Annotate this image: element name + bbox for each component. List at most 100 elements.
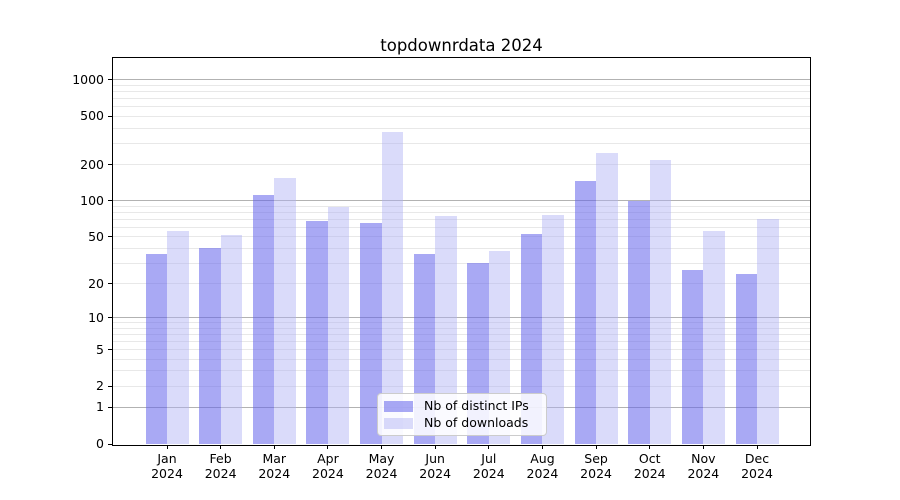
bar-distinct-ips-apr — [306, 220, 328, 444]
gridline-minor — [113, 91, 810, 93]
bar-downloads-feb — [220, 234, 243, 444]
bar-downloads-sep — [596, 152, 618, 444]
x-tick-label: Jul 2024 — [457, 451, 521, 481]
gridline-minor — [113, 218, 810, 220]
x-tick-year: 2024 — [204, 466, 237, 481]
x-tick — [327, 445, 329, 449]
x-tick-year: 2024 — [472, 466, 505, 481]
legend-label-downloads: Nb of downloads — [424, 415, 529, 430]
bar-downloads-aug — [542, 215, 564, 444]
x-tick-year: 2024 — [741, 466, 773, 481]
x-tick-label: Mar 2024 — [242, 451, 306, 481]
gridline-minor — [113, 333, 810, 335]
x-tick-year: 2024 — [526, 466, 559, 481]
x-tick-month: Apr — [317, 451, 339, 466]
y-tick — [108, 349, 112, 351]
y-tick-label: 1 — [96, 399, 104, 415]
x-tick-month: Nov — [691, 451, 716, 466]
bar-downloads-nov — [703, 230, 725, 444]
x-tick — [488, 445, 490, 449]
x-tick-label: Dec 2024 — [725, 451, 789, 481]
gridline-major — [113, 200, 810, 202]
gridline-minor — [113, 127, 810, 129]
gridline-minor — [113, 385, 810, 387]
bar-distinct-ips-feb — [199, 248, 221, 444]
gridline-minor — [113, 98, 810, 100]
gridline-major — [113, 79, 810, 81]
bar-distinct-ips-aug — [520, 233, 543, 444]
bar-downloads-apr — [327, 207, 350, 444]
x-tick — [220, 445, 222, 449]
bar-distinct-ips-dec — [735, 274, 757, 444]
y-tick-label: 10 — [88, 309, 104, 325]
x-tick-year: 2024 — [365, 466, 398, 481]
x-tick-label: Sep 2024 — [564, 451, 628, 481]
bar-downloads-dec — [757, 218, 779, 444]
x-tick-month: Jan — [157, 451, 177, 466]
legend: Nb of distinct IPs Nb of downloads — [377, 393, 547, 436]
legend-entry-downloads: Nb of downloads — [384, 415, 538, 431]
bar-distinct-ips-sep — [574, 181, 597, 444]
x-tick-year: 2024 — [580, 466, 612, 481]
y-tick-label: 200 — [80, 156, 104, 172]
bar-distinct-ips-nov — [681, 270, 704, 444]
y-tick — [108, 283, 112, 285]
y-tick-label: 500 — [80, 108, 104, 124]
gridline-minor — [113, 358, 810, 360]
gridline-minor — [113, 164, 810, 166]
y-tick-label: 0 — [96, 436, 104, 451]
x-tick — [434, 445, 436, 449]
gridline-minor — [113, 226, 810, 228]
x-tick-label: Feb 2024 — [189, 451, 253, 481]
legend-swatch-downloads — [384, 417, 413, 429]
y-tick — [108, 236, 112, 238]
gridline-minor — [113, 236, 810, 238]
x-tick — [166, 445, 168, 449]
legend-label-distinct-ips: Nb of distinct IPs — [424, 398, 529, 413]
gridline-minor — [113, 340, 810, 342]
x-tick-label: Jan 2024 — [135, 451, 199, 481]
gridline-minor — [113, 349, 810, 351]
gridline-minor — [113, 370, 810, 372]
x-tick — [273, 445, 275, 449]
y-tick — [108, 79, 112, 81]
x-tick-month: Dec — [744, 451, 770, 466]
y-tick — [108, 443, 112, 445]
x-tick — [595, 445, 597, 449]
bar-downloads-jun — [435, 215, 457, 444]
x-tick-label: Aug 2024 — [510, 451, 574, 481]
legend-swatch-distinct-ips — [384, 400, 413, 412]
bar-distinct-ips-mar — [252, 194, 275, 444]
x-tick — [756, 445, 758, 449]
y-tick — [108, 317, 112, 319]
y-tick — [108, 200, 112, 202]
y-tick-label: 1000 — [72, 71, 104, 87]
x-tick-month: Jul — [481, 451, 497, 466]
y-tick-label: 100 — [80, 192, 104, 208]
gridline-minor — [113, 142, 810, 144]
x-tick-year: 2024 — [687, 466, 720, 481]
x-tick-month: May — [368, 451, 395, 466]
x-tick-label: Oct 2024 — [618, 451, 682, 481]
x-tick — [541, 445, 543, 449]
y-tick — [108, 164, 112, 166]
gridline-minor — [113, 211, 810, 213]
bar-distinct-ips-oct — [628, 200, 650, 444]
gridline-minor — [113, 327, 810, 329]
x-tick-month: Mar — [262, 451, 287, 466]
gridline-minor — [113, 106, 810, 108]
x-tick-year: 2024 — [419, 466, 452, 481]
gridline-minor — [113, 115, 810, 117]
y-tick — [108, 385, 112, 387]
legend-entry-distinct-ips: Nb of distinct IPs — [384, 398, 538, 414]
x-tick-year: 2024 — [312, 466, 344, 481]
bar-downloads-mar — [274, 178, 296, 444]
x-tick-label: Jun 2024 — [403, 451, 467, 481]
bar-downloads-may — [381, 132, 404, 444]
gridline-minor — [113, 262, 810, 264]
gridline-major — [113, 317, 810, 319]
gridline-minor — [113, 283, 810, 285]
gridline-minor — [113, 205, 810, 207]
x-tick-year: 2024 — [151, 466, 183, 481]
